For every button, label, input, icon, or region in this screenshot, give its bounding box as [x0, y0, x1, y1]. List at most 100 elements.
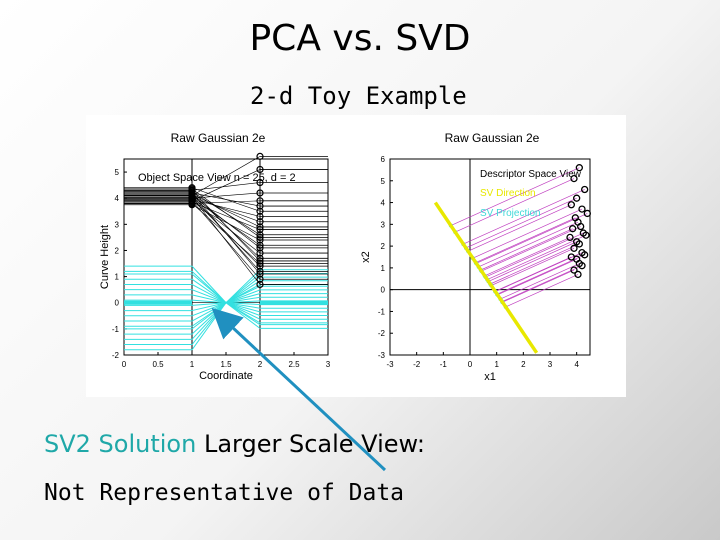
left-point-x2 [256, 225, 264, 234]
left-ytick-label: 1 [115, 273, 120, 282]
left-point-x2 [256, 212, 264, 221]
right-ytick-label: -3 [378, 351, 386, 360]
right-projection-line [484, 237, 571, 277]
right-projection-line [467, 204, 572, 252]
left-point-x2 [256, 152, 264, 160]
left-point-x2 [256, 218, 264, 226]
right-data-point [575, 164, 583, 172]
left-cyan-line [225, 300, 261, 304]
right-data-point [570, 174, 578, 183]
right-projection-line [495, 252, 583, 292]
right-data-point [574, 270, 582, 279]
left-cyan-line [225, 289, 261, 304]
left-ytick-label: -1 [112, 325, 120, 334]
left-point-x2 [256, 202, 264, 210]
legend-sv-direction: SV Direction [480, 188, 536, 199]
left-data-line [191, 200, 261, 204]
left-annotation: Object Space View n = 25, d = 2 [138, 172, 296, 184]
right-ylabel: x2 [360, 251, 372, 263]
left-data-line [191, 187, 261, 212]
right-xtick-label: 0 [468, 360, 473, 369]
left-data-line [191, 204, 261, 241]
left-cyan-line [225, 302, 261, 309]
right-data-point [569, 225, 577, 233]
left-cyan-line [225, 293, 261, 304]
right-projection-line [495, 256, 572, 292]
left-data-line [191, 200, 261, 280]
left-point-x2 [256, 197, 264, 205]
right-data-point [567, 201, 575, 209]
left-cyan-line [191, 302, 227, 306]
right-xtick-label: -3 [386, 360, 394, 369]
left-cyan-line [225, 296, 261, 304]
left-cyan-line [191, 302, 227, 322]
left-xtick-label: 1 [190, 360, 195, 369]
right-xtick-label: 1 [494, 360, 499, 369]
left-xtick-label: 2.5 [288, 360, 300, 369]
right-projection-line [478, 221, 579, 268]
left-cyan-line [191, 289, 227, 304]
right-projection-line [502, 269, 575, 303]
left-data-line [191, 182, 261, 191]
left-point-x2 [256, 249, 264, 257]
right-ytick-label: 5 [381, 177, 386, 186]
right-projection-line [463, 189, 585, 245]
left-ytick-label: 0 [115, 299, 120, 308]
right-xtick-label: 4 [574, 360, 579, 369]
left-point-x2 [256, 244, 264, 252]
right-ytick-label: -2 [378, 329, 386, 338]
left-point-x1 [188, 193, 196, 201]
right-data-point [583, 209, 591, 218]
right-projection-line [485, 232, 584, 278]
left-point-x2 [256, 236, 264, 244]
slide-title: PCA vs. SVD [249, 18, 471, 59]
right-data-point [566, 233, 574, 242]
left-point-x2 [256, 165, 264, 174]
right-projection-line [476, 213, 588, 264]
right-projection-line [491, 247, 575, 286]
left-cyan-line [191, 299, 227, 304]
left-chart-marks: 0 0.5 1 1.5 2 2.5 3 -2 -1 0 1 2 3 4 5 [112, 152, 331, 369]
right-projection-line [501, 265, 583, 302]
right-data-point [578, 205, 586, 213]
right-data-point [577, 222, 585, 231]
right-data-point [581, 185, 589, 194]
right-projection-line [505, 274, 579, 308]
left-ytick-label: 3 [115, 220, 120, 229]
right-xtick-label: -2 [413, 360, 421, 369]
right-ytick-label: 1 [381, 264, 386, 273]
left-cyan-line [225, 285, 261, 304]
right-projection-line [496, 254, 585, 295]
right-ytick-label: 4 [381, 199, 386, 208]
left-cyan-line [191, 265, 227, 304]
left-cyan-line [225, 302, 261, 306]
left-point-x1 [188, 189, 196, 197]
right-data-point [570, 266, 578, 274]
right-projection-line [472, 208, 583, 259]
right-xtick-label: 3 [548, 360, 553, 369]
right-annotation: Descriptor Space View [480, 169, 582, 180]
figure-panel: Raw Gaussian 2e 0 0.5 1 1.5 2 2.5 3 -2 -1 0 1 2 3 4 5 … [86, 115, 626, 397]
left-cyan-line [225, 302, 261, 313]
right-xtick-label: 2 [521, 360, 526, 369]
right-projection-line [450, 167, 580, 226]
left-data-line [191, 190, 261, 262]
left-xlabel: Coordinate [199, 370, 253, 382]
left-xtick-label: 0 [122, 360, 127, 369]
slide-subtitle: 2-d Toy Example [250, 82, 467, 110]
left-point-x2 [256, 262, 264, 270]
right-projection-line [488, 241, 577, 282]
left-cyan-line [225, 276, 261, 304]
right-xlabel: x1 [484, 371, 496, 383]
left-ytick-label: 2 [115, 246, 120, 255]
chart-figure: Raw Gaussian 2e 0 0.5 1 1.5 2 2.5 3-2-1012345 … [99, 131, 591, 383]
left-cyan-line [225, 280, 261, 304]
right-sv-direction [433, 201, 539, 354]
right-ytick-label: 0 [381, 286, 386, 295]
right-projection-line [487, 234, 587, 280]
left-cyan-line [191, 283, 227, 304]
left-data-line [191, 169, 261, 202]
right-ytick-label: 6 [381, 155, 386, 164]
left-ytick-label: -2 [112, 351, 120, 360]
